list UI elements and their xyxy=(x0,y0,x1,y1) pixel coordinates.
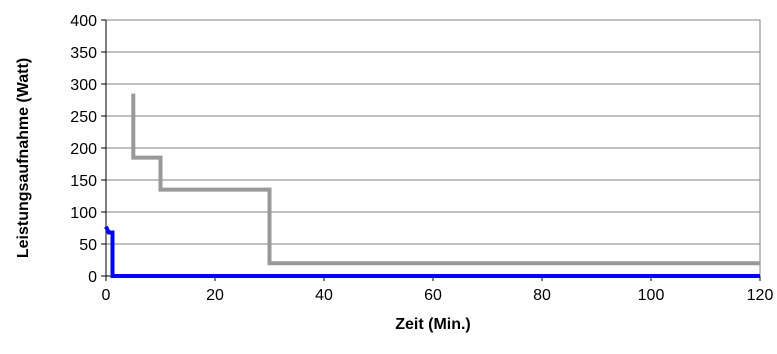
tick-labels: 0 50 100 150 200 250 300 350 400 0 20 40 60 80 100 120 xyxy=(70,13,773,304)
y-tick-label: 150 xyxy=(70,173,97,190)
y-tick-label: 300 xyxy=(70,77,97,94)
y-tick-label: 100 xyxy=(70,205,97,222)
y-axis-title: Leistungsaufnahme (Watt) xyxy=(15,58,32,258)
axes xyxy=(101,19,761,281)
series-line-2 xyxy=(104,225,760,278)
x-tick-label: 40 xyxy=(315,287,333,304)
x-tick-label: 0 xyxy=(102,287,111,304)
y-tick-label: 0 xyxy=(88,269,97,286)
y-tick-label: 200 xyxy=(70,141,97,158)
y-tick-label: 350 xyxy=(70,45,97,62)
y-tick-label: 50 xyxy=(79,237,97,254)
x-axis-title: Zeit (Min.) xyxy=(395,316,471,333)
series-line-1 xyxy=(131,93,760,266)
y-tick-label: 250 xyxy=(70,109,97,126)
x-tick-label: 100 xyxy=(638,287,665,304)
gridlines xyxy=(106,19,760,245)
x-tick-label: 20 xyxy=(206,287,224,304)
y-tick-label: 400 xyxy=(70,13,97,30)
series-layer xyxy=(104,93,760,278)
x-tick-label: 120 xyxy=(747,287,774,304)
x-tick-label: 80 xyxy=(533,287,551,304)
x-tick-label: 60 xyxy=(424,287,442,304)
